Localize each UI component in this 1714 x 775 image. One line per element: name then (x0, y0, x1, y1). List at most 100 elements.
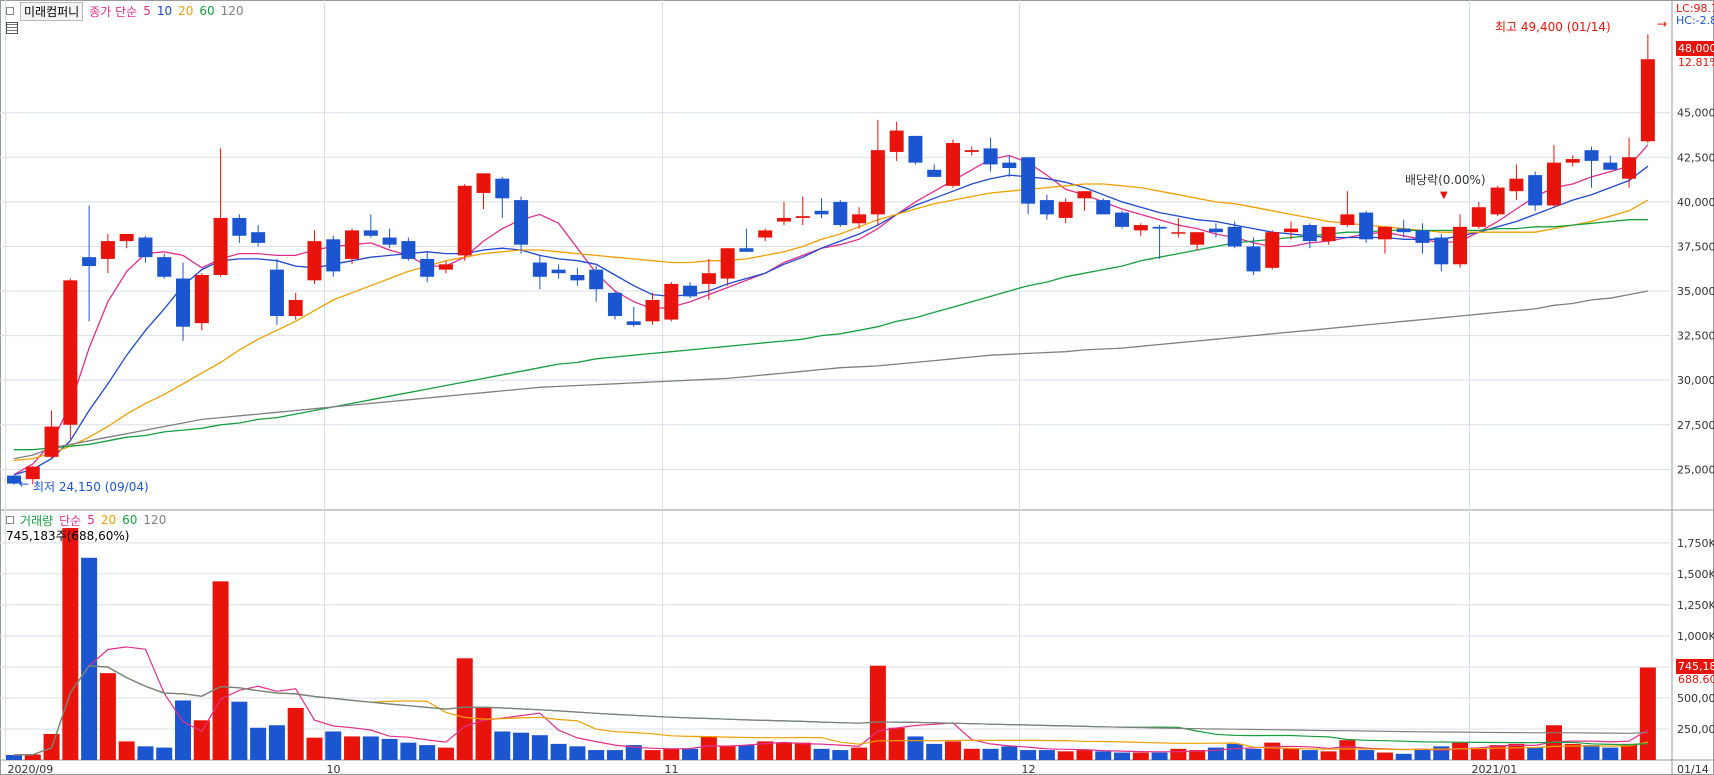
panel-toggle-icon[interactable] (6, 7, 14, 15)
volume-toggle-icon[interactable] (6, 516, 14, 524)
vol-ma-period-20[interactable]: 20 (100, 513, 117, 527)
candle-body (739, 248, 754, 252)
vol-ma-period-120[interactable]: 120 (143, 513, 167, 527)
volume-bar (1264, 742, 1281, 760)
volume-current-value: 745,183주(688,60%) (6, 529, 130, 543)
volume-bar (1583, 745, 1600, 760)
volume-bar (1151, 752, 1168, 760)
ma-period-120[interactable]: 120 (220, 4, 244, 18)
candle-body (25, 466, 40, 480)
candle-body (1152, 226, 1167, 229)
candle-body (983, 148, 998, 165)
candle-body (720, 248, 735, 279)
volume-bar (1639, 667, 1656, 760)
high-annotation: 최고 49,400 (01/14) (1495, 20, 1611, 34)
volume-bar (1433, 746, 1450, 760)
candle-body (1434, 237, 1449, 265)
volume-bar (62, 528, 79, 760)
ma-period-20[interactable]: 20 (178, 4, 194, 18)
ma-period-10[interactable]: 10 (156, 4, 173, 18)
candle-body (589, 269, 604, 290)
volume-bar (362, 736, 379, 760)
volume-bar (1376, 752, 1393, 760)
x-tick-label: 12 (1022, 763, 1036, 775)
volume-bar (231, 701, 248, 760)
volume-bar (1132, 752, 1149, 760)
candle-body (1265, 232, 1280, 268)
volume-bar (569, 746, 586, 760)
candle-body (232, 217, 247, 236)
candle-body (1058, 201, 1073, 218)
volume-label: 거래량 (20, 513, 54, 528)
volume-bar (1602, 747, 1619, 760)
candle-body (420, 258, 435, 277)
ma-line-20 (13, 183, 1649, 462)
volume-bar (1489, 745, 1506, 760)
candle-body (1377, 226, 1392, 240)
volume-bar (1301, 750, 1318, 760)
x-tick-label: 01/14 (1677, 763, 1709, 775)
x-tick-label: 11 (665, 763, 679, 775)
candle-body (307, 241, 322, 281)
volume-bar (1020, 750, 1037, 760)
volume-bar (1564, 743, 1581, 760)
candle-body (1490, 187, 1505, 215)
low-annotation: 최저 24,150 (09/04) (33, 480, 149, 494)
x-tick-label: 2021/01 (1472, 763, 1518, 775)
volume-bar (1189, 750, 1206, 760)
candle-body (138, 237, 153, 258)
volume-bar (175, 700, 192, 760)
vol-ma-period-60[interactable]: 60 (122, 513, 138, 527)
candle-body (795, 216, 810, 218)
price-legend: 미래컴퍼니 종가 단순 5 10 20 60 120 (6, 1, 244, 21)
candle-body (1546, 162, 1561, 206)
price-tick-label: 37,500 (1677, 240, 1714, 253)
ma-period-60[interactable]: 60 (199, 4, 215, 18)
volume-bar (381, 738, 398, 760)
volume-bar (513, 732, 530, 760)
volume-bar (1038, 750, 1055, 760)
volume-ma-line-120 (13, 665, 1648, 756)
volume-bar (531, 735, 548, 760)
volume-bar (1395, 753, 1412, 760)
candle-body (119, 233, 134, 242)
candle-body (363, 230, 378, 236)
volume-legend: 거래량 단순 5 20 60 120 (6, 511, 166, 529)
volume-bar (287, 707, 304, 760)
candle-body (213, 217, 228, 275)
candle-body (1246, 246, 1261, 272)
current-price-tag: 48,000 (1676, 41, 1714, 56)
candle-body (1471, 207, 1486, 227)
candle-body (157, 257, 172, 277)
candle-body (964, 150, 979, 152)
volume-tick-label: 1,000K (1677, 630, 1714, 643)
volume-bar (268, 725, 285, 760)
candle-body (1509, 178, 1524, 192)
volume-bar (625, 745, 642, 760)
candle-body (1021, 157, 1036, 204)
volume-bar (456, 658, 473, 760)
candle-body (1096, 200, 1111, 215)
volume-bar (475, 707, 492, 760)
candle-body (7, 475, 21, 484)
candle-body (1171, 232, 1186, 234)
candle-body (946, 143, 960, 186)
volume-bar (907, 736, 924, 760)
stock-name-button[interactable]: 미래컴퍼니 (20, 1, 84, 21)
volume-bar (419, 745, 436, 760)
settings-grid-icon[interactable] (6, 22, 18, 34)
volume-bar (212, 581, 229, 760)
ma-period-5[interactable]: 5 (143, 4, 151, 18)
candle-body (1077, 191, 1092, 199)
volume-ma-label: 단순 (59, 513, 82, 528)
volume-tick-label: 1,750K (1677, 537, 1714, 550)
vol-ma-period-5[interactable]: 5 (87, 513, 95, 527)
candle-body (1528, 175, 1543, 206)
current-volume-tag: 745,183 (1676, 659, 1714, 674)
candle-body (1396, 228, 1411, 233)
volume-bar (250, 727, 267, 760)
volume-bar (306, 737, 323, 760)
candle-body (288, 299, 303, 316)
ma-line-5 (13, 144, 1649, 476)
